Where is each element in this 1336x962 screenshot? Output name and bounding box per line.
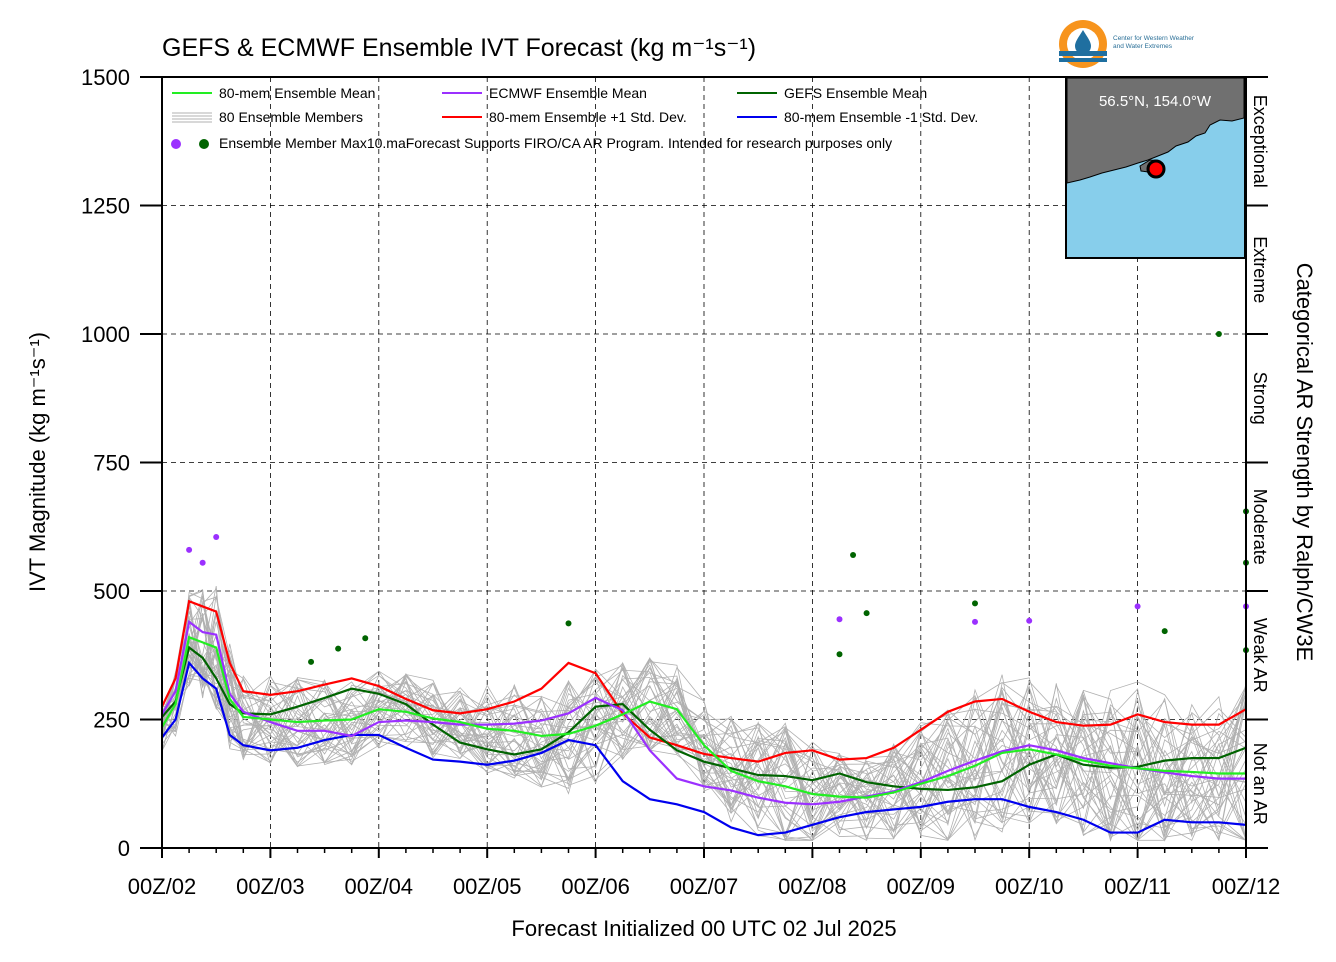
y-tick-label: 250 (93, 708, 130, 733)
x-tick-label: 00Z/08 (778, 874, 847, 899)
gefs-max-point (335, 645, 342, 652)
legend-label-ecmwf: ECMWF Ensemble Mean (489, 85, 647, 101)
category-label: Exceptional (1250, 95, 1270, 188)
ensemble-member-line (161, 589, 1247, 841)
inset-map-land (1066, 77, 1245, 184)
legend-swatch-members (172, 112, 212, 123)
x-tick-label: 00Z/05 (453, 874, 522, 899)
legend-label-mean: 80-mem Ensemble Mean (219, 85, 375, 101)
ecmwf-max-point (199, 559, 206, 566)
legend: 80-mem Ensemble Mean ECMWF Ensemble Mean… (171, 85, 978, 151)
x-tick-label: 00Z/12 (1212, 874, 1281, 899)
legend-label-members: 80 Ensemble Members (219, 109, 363, 125)
category-axis: Not an AR Weak AR Moderate Strong Extreme Exc… (1246, 76, 1270, 849)
category-label: Not an AR (1250, 743, 1270, 825)
x-tick-label: 00Z/02 (128, 874, 197, 899)
ensemble-member-line (161, 596, 1247, 842)
ensemble-member-line (161, 603, 1247, 841)
logo-text-line2: and Water Extremes (1113, 43, 1173, 50)
ensemble-members (161, 585, 1247, 842)
gefs-max-point (972, 600, 978, 607)
ensemble-member-line (161, 637, 1247, 842)
ecmwf-max-point (836, 616, 843, 623)
series-line (161, 635, 1246, 799)
ensemble-member-line (161, 633, 1247, 842)
legend-max-ecmwf-dot (171, 139, 181, 149)
x-tick-label: 00Z/04 (345, 874, 414, 899)
legend-label-max: Ensemble Member Max10.maForecast Support… (219, 135, 892, 151)
logo-text-line1: Center for Western Weather (1113, 35, 1195, 42)
y-tick-label: 0 (118, 836, 130, 861)
gefs-max-point (1161, 628, 1168, 635)
x-tick-label: 00Z/11 (1104, 874, 1171, 899)
water-drop-icon (1075, 30, 1091, 54)
ensemble-member-line (161, 641, 1247, 842)
category-label: Extreme (1250, 236, 1270, 303)
legend-label-gefs: GEFS Ensemble Mean (784, 85, 927, 101)
ecmwf-max-point (186, 546, 193, 553)
right-axis-label: Categorical AR Strength by Ralph/CW3E (1292, 263, 1317, 662)
y-tick-label: 1500 (81, 65, 130, 90)
plot-area (161, 76, 1249, 849)
gefs-max-point (836, 651, 843, 658)
legend-label-plus-sd: 80-mem Ensemble +1 Std. Dev. (489, 109, 687, 125)
x-tick-label: 00Z/07 (670, 874, 739, 899)
legend-label-minus-sd: 80-mem Ensemble -1 Std. Dev. (784, 109, 978, 125)
ensemble-member-line (161, 595, 1247, 841)
ecmwf-max-point (1026, 617, 1033, 624)
series-line (161, 619, 1246, 806)
y-axis-label: IVT Magnitude (kg m⁻¹s⁻¹) (25, 332, 50, 592)
gefs-max-point (565, 620, 572, 627)
x-tick-label: 00Z/09 (887, 874, 956, 899)
series-line (161, 645, 1247, 792)
gefs-max-point (850, 552, 857, 559)
x-tick-label: 00Z/06 (561, 874, 630, 899)
series-line (161, 660, 1247, 837)
ensemble-member-line (161, 596, 1247, 842)
chart-title: GEFS & ECMWF Ensemble IVT Forecast (kg m… (162, 34, 756, 62)
y-tick-label: 1000 (81, 322, 130, 347)
y-tick-label: 1250 (81, 194, 130, 219)
series-lines (161, 599, 1247, 837)
category-label: Moderate (1250, 489, 1270, 565)
ensemble-member-line (161, 605, 1247, 842)
research-note: 10.maForecast Supports FIRO/CA AR Progra… (367, 135, 892, 151)
gefs-max-point (308, 658, 315, 665)
x-axis-label: Forecast Initialized 00 UTC 02 Jul 2025 (511, 916, 896, 941)
inset-map-coordinates: 56.5°N, 154.0°W (1099, 93, 1212, 110)
max-points (186, 331, 1249, 665)
ecmwf-max-point (213, 534, 220, 541)
ecmwf-max-point (972, 618, 978, 625)
location-marker (1146, 159, 1166, 179)
ensemble-member-line (161, 655, 1247, 842)
gefs-max-point (863, 610, 870, 617)
ensemble-member-line (161, 648, 1247, 840)
category-label: Strong (1250, 372, 1270, 425)
y-tick-label: 750 (93, 451, 130, 476)
x-tick-label: 00Z/03 (236, 874, 305, 899)
legend-max-gefs-dot (199, 139, 209, 149)
inset-map: 56.5°N, 154.0°W (1065, 76, 1246, 259)
ensemble-member-line (161, 655, 1247, 841)
x-tick-label: 00Z/10 (995, 874, 1064, 899)
gefs-max-point (1215, 331, 1222, 337)
gefs-max-point (362, 635, 369, 642)
x-axis: 00Z/02 00Z/03 00Z/04 00Z/05 00Z/06 00Z/07 00Z/… (128, 848, 1281, 899)
category-label: Weak AR (1250, 618, 1270, 693)
cw3e-logo: Center for Western Weather and Water Ext… (1059, 20, 1195, 68)
ensemble-member-line (161, 620, 1247, 841)
y-axis: 0 250 500 750 1000 1250 1500 (81, 65, 162, 861)
ecmwf-max-point (1134, 603, 1141, 610)
ensemble-member-line (161, 596, 1247, 841)
y-tick-label: 500 (93, 579, 130, 604)
